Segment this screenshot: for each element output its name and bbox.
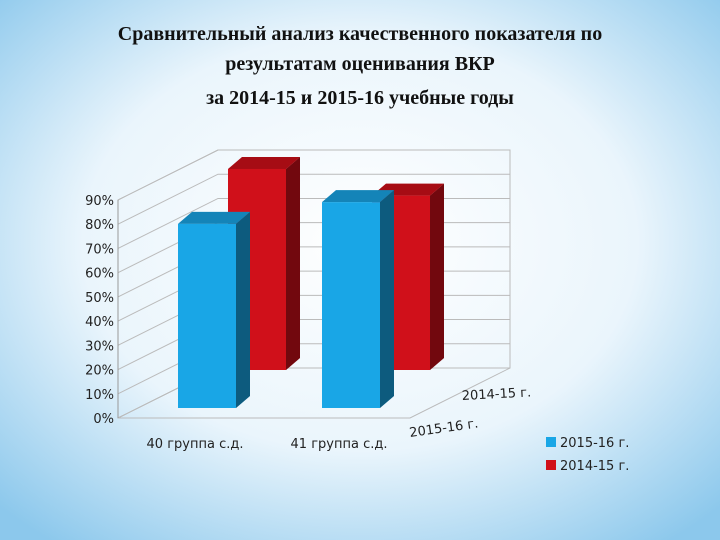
y-tick-label: 80% <box>85 218 114 233</box>
y-tick-label: 60% <box>85 267 114 282</box>
chart-title: результатам оценивания ВКР <box>225 53 495 75</box>
bar-top <box>322 190 394 203</box>
bar-top-shade <box>322 190 394 203</box>
bar-side-shade <box>380 190 394 408</box>
legend-swatch <box>546 437 556 447</box>
bar-side-shade <box>236 211 250 408</box>
bar-side-shade <box>286 156 300 370</box>
y-tick-label: 70% <box>85 242 114 257</box>
y-tick-label: 90% <box>85 194 114 209</box>
y-tick-label: 0% <box>93 412 114 427</box>
legend-label: 2015-16 г. <box>560 436 629 451</box>
bar-side <box>380 190 394 408</box>
grid-line <box>117 173 510 225</box>
depth-label: 2014-15 г. <box>461 385 531 404</box>
bar-top <box>178 211 250 224</box>
bar <box>178 223 236 408</box>
chart-title: Сравнительный анализ качественного показ… <box>118 23 602 45</box>
bar-top-shade <box>178 211 250 224</box>
bar-side-shade <box>430 183 444 370</box>
legend-label: 2014-15 г. <box>560 459 629 474</box>
bar-side <box>430 183 444 370</box>
y-tick-label: 20% <box>85 364 114 379</box>
y-tick-label: 30% <box>85 339 114 354</box>
bar-side <box>236 211 250 408</box>
bar <box>322 202 380 408</box>
bar-side <box>286 156 300 370</box>
chart-title: за 2014-15 и 2015-16 учебные годы <box>206 87 514 109</box>
bar-top <box>228 156 300 169</box>
x-tick-label: 41 группа с.д. <box>291 437 388 452</box>
legend-swatch <box>546 460 556 470</box>
x-tick-label: 40 группа с.д. <box>147 437 244 452</box>
bar-top-shade <box>228 156 300 169</box>
y-tick-label: 40% <box>85 315 114 330</box>
y-tick-label: 50% <box>85 291 114 306</box>
grid-line <box>117 149 510 201</box>
y-tick-label: 10% <box>85 388 114 403</box>
